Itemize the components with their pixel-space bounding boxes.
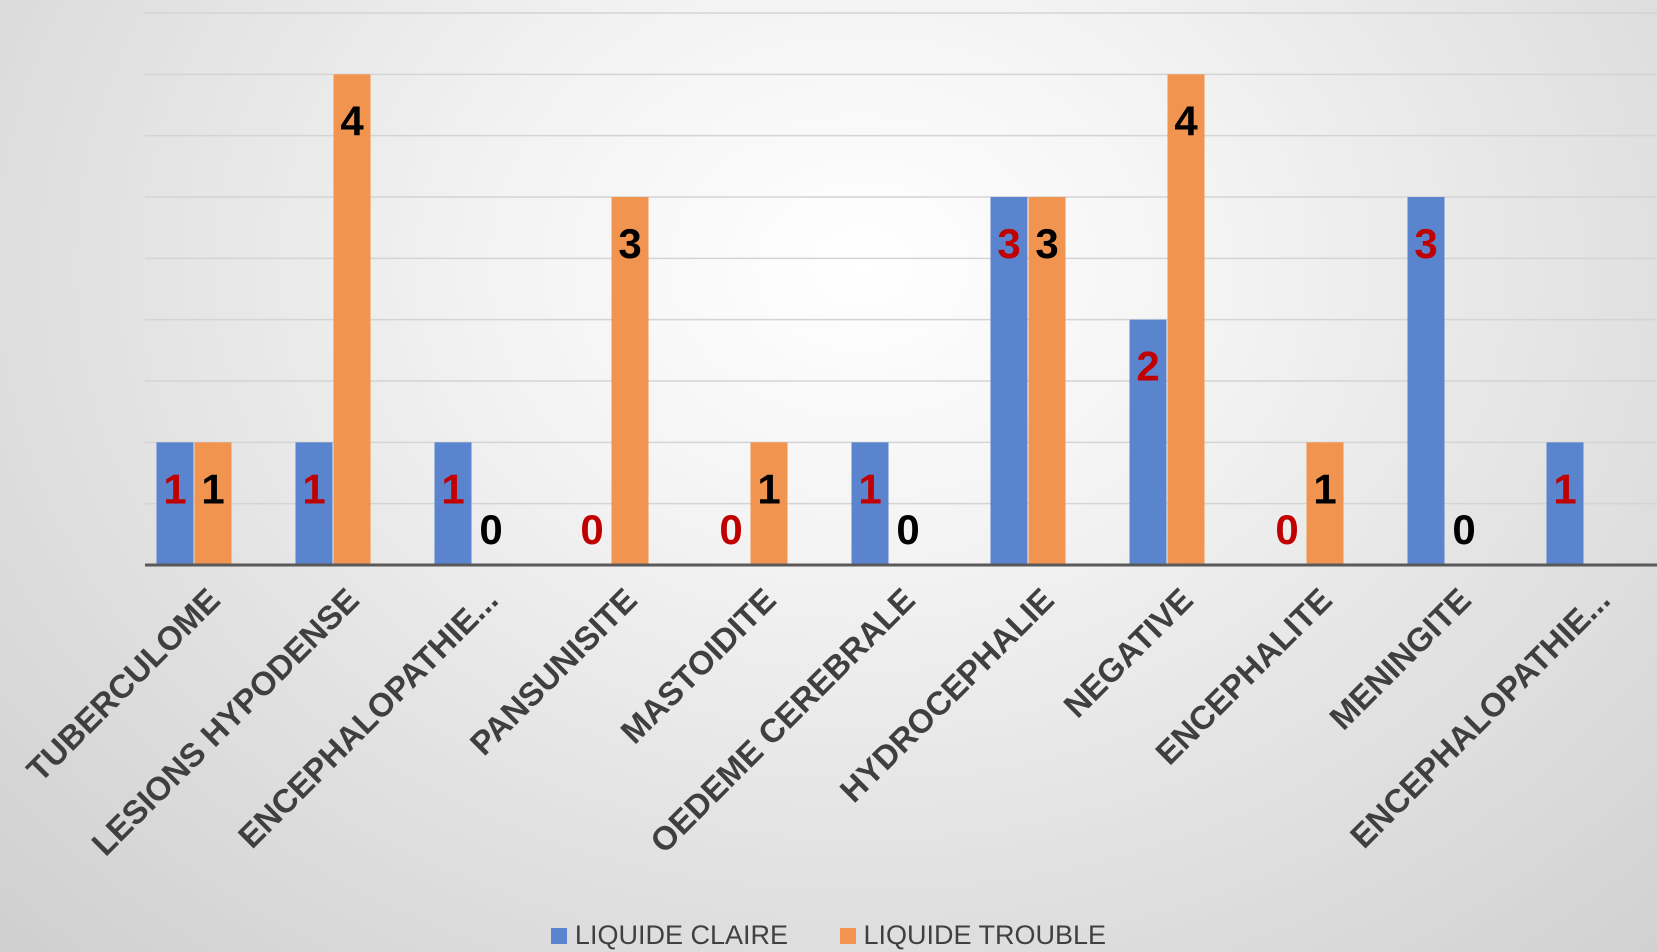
bar-liquide-trouble-tuberculome [194,442,232,565]
bar-liquide-trouble-pansunisite [611,197,649,565]
data-label-liquide-claire: 0 [580,506,603,553]
data-label-liquide-claire: 1 [1553,465,1576,512]
bar-liquide-trouble-hydrocephalie [1028,197,1066,565]
data-label-liquide-claire: 1 [302,465,325,512]
data-label-liquide-trouble: 1 [201,465,224,512]
data-label-liquide-trouble: 1 [1313,465,1336,512]
data-label-liquide-claire: 0 [719,506,742,553]
bars [156,74,1584,565]
data-label-liquide-claire: 1 [858,465,881,512]
gridlines [145,12,1657,505]
data-label-liquide-claire: 3 [997,220,1020,267]
bar-liquide-trouble-mastoidite [750,442,788,565]
data-label-liquide-trouble: 4 [340,97,364,144]
legend-label: LIQUIDE TROUBLE [863,920,1107,950]
legend-label: LIQUIDE CLAIRE [574,920,788,950]
legend-item-liquide-claire: LIQUIDE CLAIRE [550,920,788,951]
category-label: ENCEPHALOPATHIE... [1343,581,1617,855]
bar-liquide-claire-lesions-hypodense [295,442,333,565]
data-label-liquide-claire: 1 [163,465,186,512]
bar-liquide-claire-oedeme-cerebrale [851,442,889,565]
bar-liquide-trouble-negative [1167,74,1205,565]
legend-swatch-liquide-trouble [839,928,856,944]
bar-liquide-claire-encephalopathie [434,442,472,565]
bar-liquide-trouble-lesions-hypodense [333,74,371,565]
bar-liquide-trouble-encephalite [1306,442,1344,565]
legend-swatch-liquide-claire [550,928,567,944]
data-label-liquide-trouble: 0 [1452,506,1475,553]
data-label-liquide-claire: 1 [441,465,464,512]
bar-liquide-claire-tuberculome [156,442,194,565]
data-label-liquide-trouble: 1 [757,465,780,512]
data-label-liquide-trouble: 0 [479,506,502,553]
data-label-liquide-trouble: 4 [1174,97,1198,144]
category-label: NEGATIVE [1056,581,1200,725]
category-label: LESIONS HYPODENSE [84,581,366,863]
category-label: ENCEPHALOPATHIE... [231,581,505,855]
category-label: OEDEME CEREBRALE [643,581,922,860]
bar-liquide-claire-meningite [1407,197,1445,565]
data-label-liquide-trouble: 0 [896,506,919,553]
bar-liquide-claire-hydrocephalie [990,197,1028,565]
legend: LIQUIDE CLAIRE LIQUIDE TROUBLE [0,920,1657,951]
data-label-liquide-trouble: 3 [1035,220,1058,267]
category-label: MENINGITE [1322,581,1478,737]
legend-item-liquide-trouble: LIQUIDE TROUBLE [839,920,1107,951]
bar-liquide-claire-negative [1129,319,1167,565]
data-label-liquide-claire: 3 [1414,220,1437,267]
data-label-liquide-trouble: 3 [618,220,641,267]
data-label-liquide-claire: 0 [1275,506,1298,553]
bar-liquide-claire-encephalopathie [1546,442,1584,565]
data-label-liquide-claire: 2 [1136,343,1159,390]
